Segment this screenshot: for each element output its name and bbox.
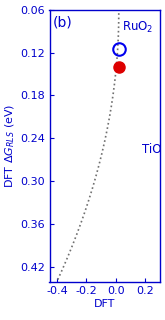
X-axis label: DFT: DFT [94, 299, 116, 309]
Text: TiO: TiO [142, 143, 162, 156]
Text: RuO$_2$: RuO$_2$ [122, 20, 153, 35]
Y-axis label: DFT $\Delta G_{RLS}$ (eV): DFT $\Delta G_{RLS}$ (eV) [3, 103, 17, 188]
Text: (b): (b) [52, 15, 72, 29]
